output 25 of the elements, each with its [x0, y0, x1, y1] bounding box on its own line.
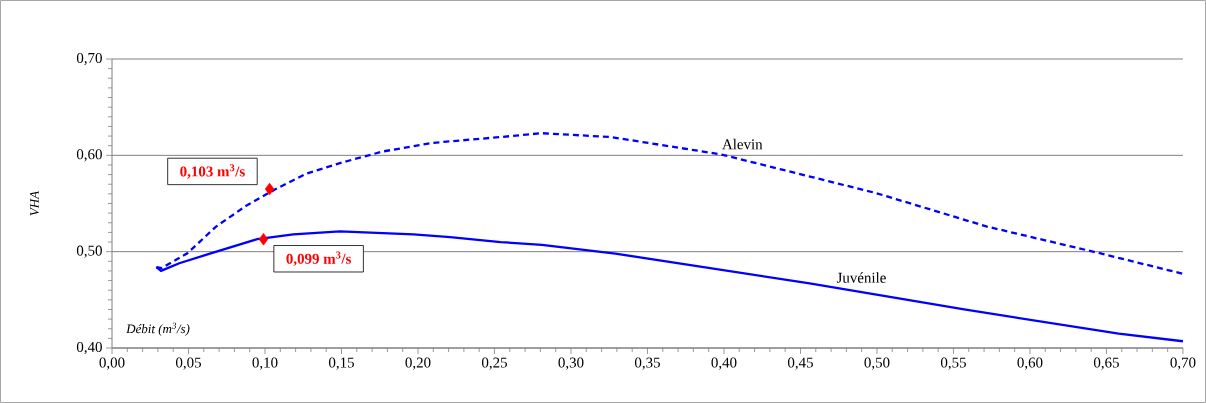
x-tick-label: 0,25	[481, 357, 507, 370]
series-label: Juvénile	[836, 272, 886, 283]
y-axis-title: VHA	[30, 190, 39, 216]
x-tick-label: 0,55	[940, 357, 966, 370]
x-tick-label: 0,00	[99, 357, 125, 370]
x-tick-label: 0,15	[328, 357, 354, 370]
x-tick-label: 0,70	[1170, 357, 1196, 370]
x-tick-label: 0,35	[634, 357, 660, 370]
x-tick-label: 0,45	[787, 357, 813, 370]
y-tick-label: 0,50	[76, 245, 102, 258]
x-tick-label: 0,60	[1017, 357, 1043, 370]
annotation: 0,099 m$^{3}$/s	[286, 251, 352, 266]
y-tick-label: 0,70	[76, 52, 102, 66]
x-tick-label: 0,65	[1093, 357, 1119, 370]
y-tick-label: 0,40	[76, 341, 102, 355]
x-tick-label: 0,10	[252, 357, 278, 370]
x-tick-label: 0,50	[864, 357, 890, 370]
x-tick-label: 0,05	[175, 357, 201, 370]
text: Débit (m$^{3}$/s)	[126, 322, 190, 336]
x-tick-label: 0,30	[558, 357, 584, 370]
x-tick-label: 0,20	[405, 357, 431, 370]
series-label: Alevin	[722, 138, 763, 150]
annotation: 0,103 m$^{3}$/s	[180, 164, 245, 179]
y-tick-label: 0,60	[76, 149, 102, 162]
x-tick-label: 0,40	[711, 357, 737, 370]
